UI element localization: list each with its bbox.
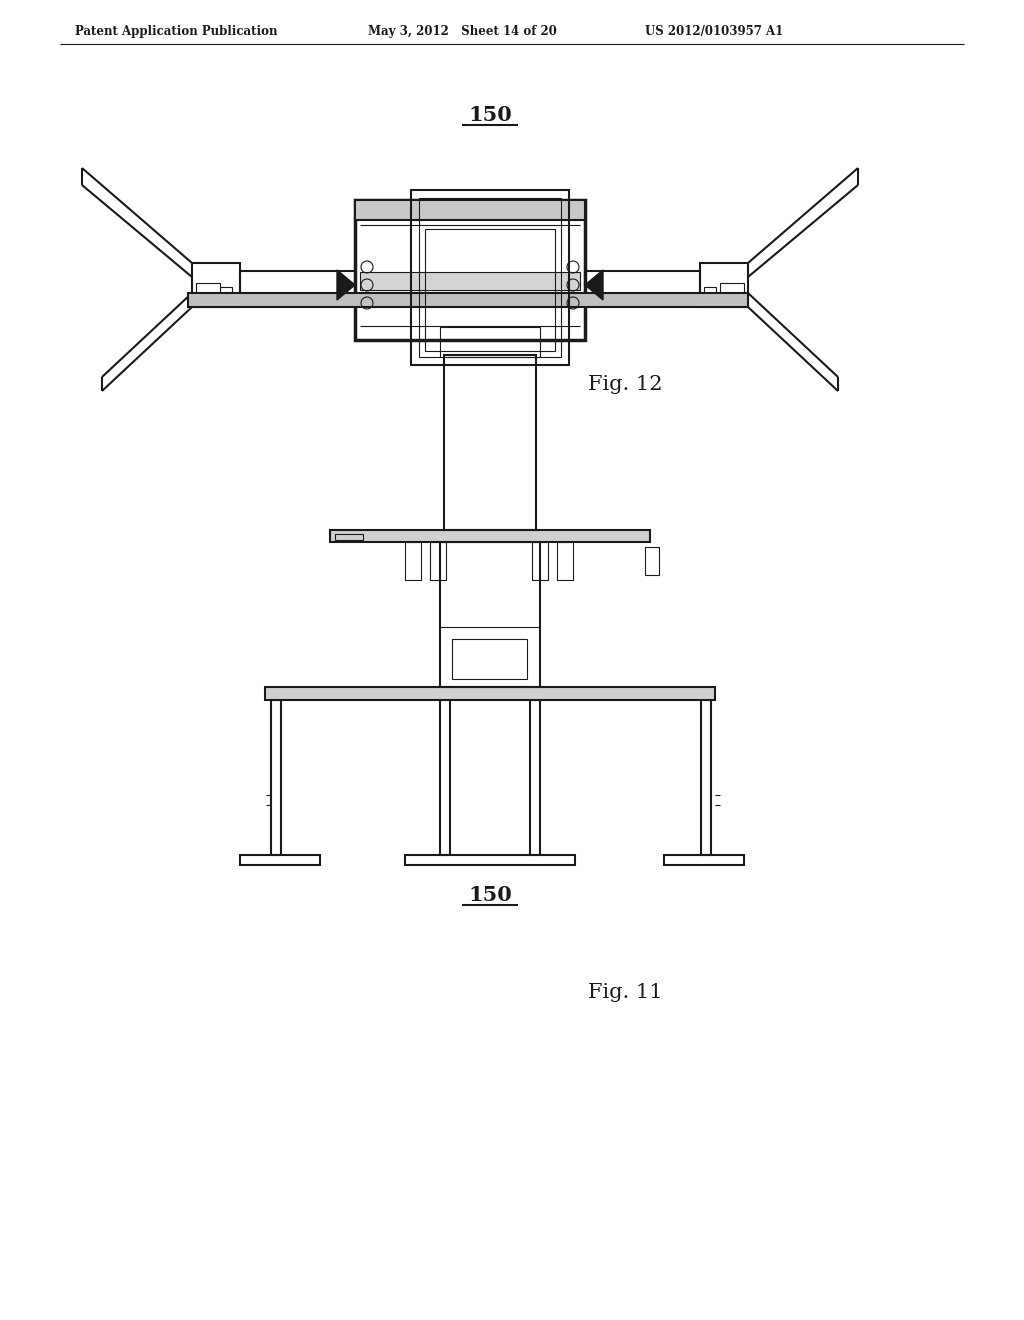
Bar — [240, 855, 319, 865]
Bar — [406, 543, 421, 579]
Bar — [411, 190, 569, 366]
Text: 150: 150 — [468, 884, 512, 906]
Bar — [557, 543, 573, 579]
Bar — [664, 855, 744, 865]
Bar — [440, 700, 450, 855]
Bar — [355, 201, 585, 341]
Bar — [220, 286, 232, 297]
Bar — [532, 543, 548, 579]
Text: 150: 150 — [468, 106, 512, 125]
Bar — [360, 272, 580, 290]
Bar — [330, 531, 650, 543]
Text: May 3, 2012   Sheet 14 of 20: May 3, 2012 Sheet 14 of 20 — [368, 25, 557, 38]
Bar — [240, 271, 355, 300]
Bar — [700, 263, 748, 308]
Bar — [440, 327, 540, 356]
Text: US 2012/0103957 A1: US 2012/0103957 A1 — [645, 25, 783, 38]
Bar — [645, 546, 659, 576]
Text: Fig. 12: Fig. 12 — [588, 375, 663, 395]
Bar — [430, 543, 446, 579]
Bar — [585, 271, 700, 300]
Bar — [425, 228, 555, 351]
Bar — [530, 700, 540, 855]
Bar — [335, 535, 362, 540]
Bar — [720, 282, 744, 301]
Bar — [355, 201, 585, 220]
Polygon shape — [585, 271, 603, 300]
Bar — [193, 263, 240, 308]
Bar — [701, 700, 711, 855]
Bar — [265, 686, 715, 700]
Bar — [196, 282, 220, 301]
Bar — [188, 293, 748, 308]
Text: Fig. 11: Fig. 11 — [588, 982, 663, 1002]
Bar — [444, 355, 536, 531]
Polygon shape — [337, 271, 355, 300]
Bar — [271, 700, 281, 855]
Bar — [452, 639, 527, 678]
Bar — [419, 198, 561, 356]
Text: Patent Application Publication: Patent Application Publication — [75, 25, 278, 38]
Bar — [406, 855, 575, 865]
Bar — [705, 286, 716, 297]
Bar — [440, 543, 540, 686]
